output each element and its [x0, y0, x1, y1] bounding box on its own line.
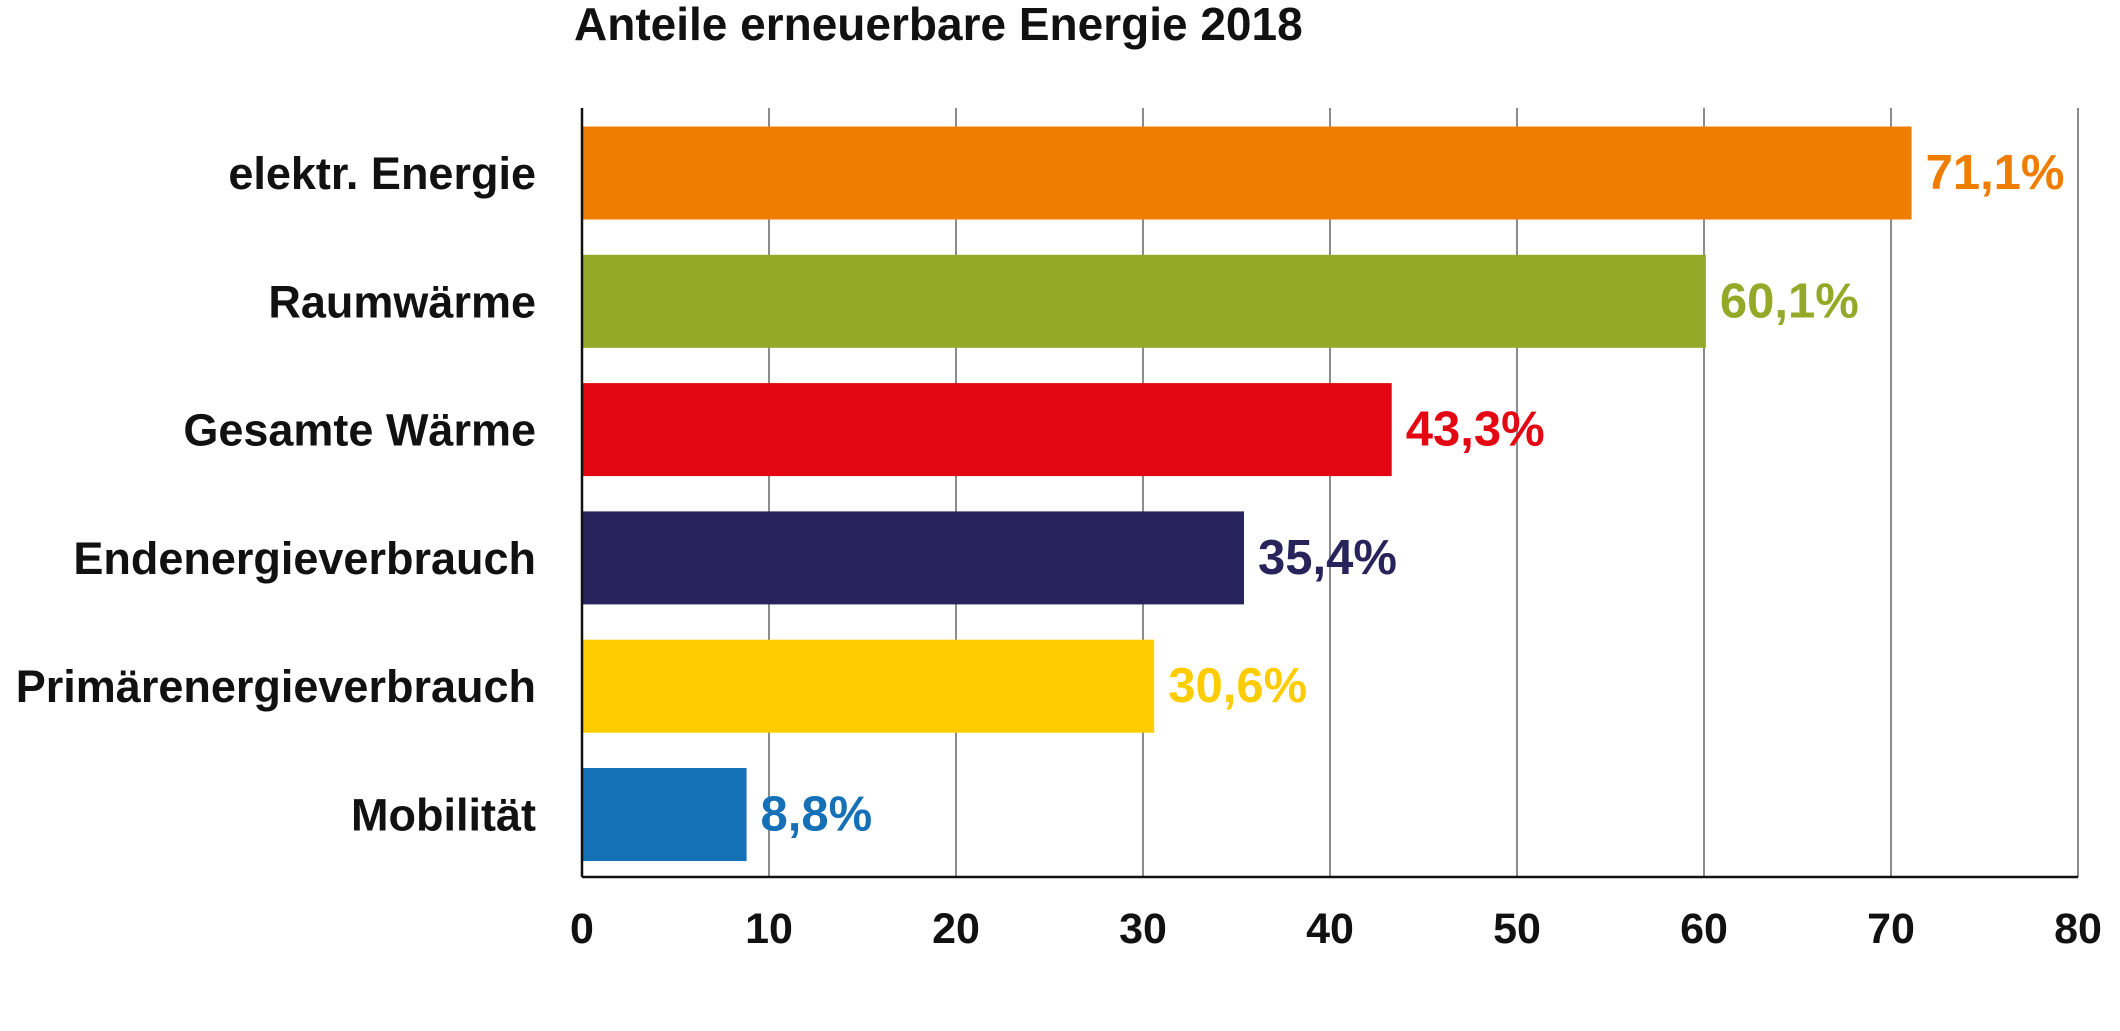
x-tick-label-50: 50	[1493, 905, 1541, 953]
x-tick-label-10: 10	[745, 905, 793, 953]
value-label-2: 60,1%	[1720, 274, 1859, 328]
bar-1	[582, 126, 1912, 220]
x-tick-label-60: 60	[1680, 905, 1728, 953]
bar-6	[582, 768, 747, 861]
x-tick-label-30: 30	[1119, 905, 1167, 953]
x-tick-label-0: 0	[570, 905, 594, 953]
bar-4	[582, 511, 1244, 605]
bars	[582, 126, 1912, 861]
category-label-2: Raumwärme	[268, 276, 536, 327]
category-label-3: Gesamte Wärme	[183, 405, 536, 456]
labels: 71,1% elektr. Energie 60,1% Raumwärme 43,3% G…	[16, 146, 2102, 953]
gridlines	[768, 108, 2079, 877]
value-label-4: 35,4%	[1258, 531, 1397, 585]
category-label-6: Mobilität	[351, 790, 536, 841]
value-label-1: 71,1%	[1926, 146, 2065, 200]
bar-5	[582, 639, 1155, 733]
x-tick-label-40: 40	[1306, 905, 1354, 953]
category-label-4: Endenergieverbrauch	[73, 533, 536, 584]
x-tick-label-80: 80	[2054, 905, 2102, 953]
bar-3	[582, 383, 1392, 477]
chart-title: Anteile erneuerbare Energie 2018	[574, 0, 1303, 50]
category-label-1: elektr. Energie	[228, 148, 536, 199]
category-label-5: Primärenergieverbrauch	[16, 661, 536, 712]
value-label-5: 30,6%	[1168, 659, 1307, 713]
x-tick-label-20: 20	[932, 905, 980, 953]
value-label-6: 8,8%	[761, 788, 873, 842]
value-label-3: 43,3%	[1406, 403, 1545, 457]
bar-2	[582, 254, 1706, 348]
axes	[580, 108, 2078, 879]
x-tick-label-70: 70	[1867, 905, 1915, 953]
